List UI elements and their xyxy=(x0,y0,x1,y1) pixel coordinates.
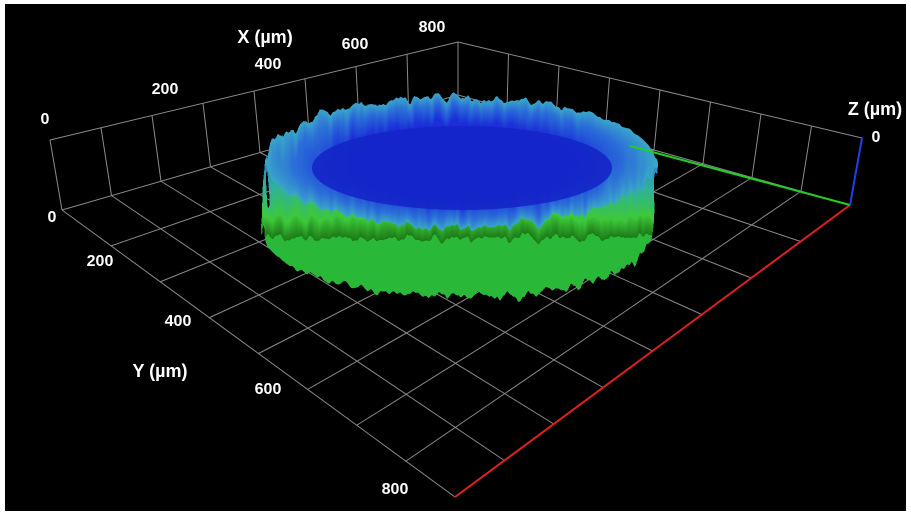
z-tick-label: 0 xyxy=(872,129,881,146)
z-axis-label: Z (µm) xyxy=(848,99,902,119)
y-axis-label: Y (µm) xyxy=(132,361,187,381)
x-tick-label: 0 xyxy=(41,111,50,128)
x-tick-label: 200 xyxy=(152,81,179,98)
y-tick-label: 400 xyxy=(165,313,192,330)
y-tick-label: 200 xyxy=(87,253,114,270)
y-tick-label: 600 xyxy=(255,381,282,398)
render-view: X (µm) Y (µm) Z (µm) 0 0 200 400 600 800 0 200… xyxy=(0,0,911,515)
x-axis-label: X (µm) xyxy=(237,27,292,47)
x-tick-label: 400 xyxy=(255,56,282,73)
y-tick-label: 0 xyxy=(48,209,57,226)
x-tick-label: 600 xyxy=(342,36,369,53)
x-tick-label: 800 xyxy=(419,19,446,36)
y-tick-label: 800 xyxy=(382,481,409,498)
sample-volume xyxy=(265,97,655,297)
